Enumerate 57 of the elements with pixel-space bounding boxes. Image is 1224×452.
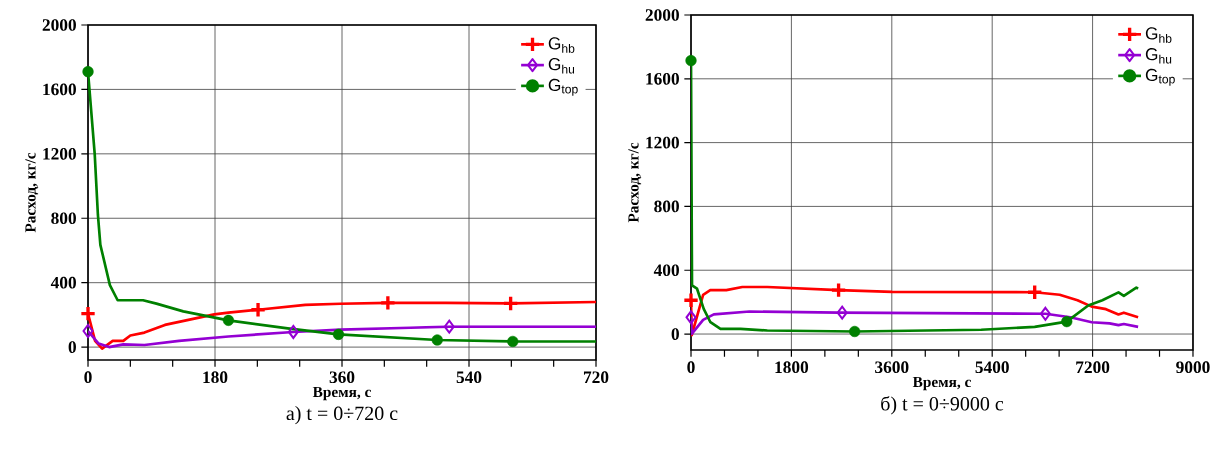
y-tick-label: 1600	[43, 83, 76, 96]
point	[332, 328, 345, 340]
text: а) t = 0÷720 с	[286, 406, 398, 425]
x-axis-title: Время, с	[312, 386, 371, 401]
legend-label: G$_{hb}$	[548, 37, 575, 53]
y-tick-label: 2000	[645, 9, 679, 21]
point	[685, 310, 697, 325]
point	[682, 291, 700, 309]
x-tick-label: 0	[687, 361, 695, 374]
x-tick-label: 9000	[1176, 361, 1210, 374]
legend-label: G$_{hu}$	[548, 58, 575, 74]
point	[1039, 306, 1051, 321]
x-tick-label: 3600	[875, 361, 909, 374]
x-tick-label: 1800	[775, 361, 809, 374]
x-tick-label: 5400	[975, 361, 1009, 374]
x-tick-label: 540	[456, 371, 482, 384]
point	[849, 325, 861, 338]
y-tick-label: 1600	[646, 72, 679, 85]
y-axis-title: Расход, кг/с	[25, 152, 39, 233]
y-tick-label: 400	[653, 264, 679, 277]
y-tick-label: 0	[671, 328, 679, 340]
point	[249, 301, 267, 319]
legend-label: G$_{top}$	[1145, 68, 1175, 86]
text: б) t = 0÷9000 с	[881, 396, 1004, 415]
point	[836, 305, 848, 320]
point	[431, 334, 443, 346]
y-tick-label: 1200	[43, 147, 76, 160]
y-tick-label: 0	[68, 341, 76, 353]
point	[82, 324, 94, 338]
point	[287, 324, 299, 339]
x-tick-label: 180	[203, 371, 228, 384]
y-axis-title: Расход, кг/с	[628, 142, 642, 223]
x-axis-title: Время, с	[912, 376, 971, 391]
x-tick-label: 720	[583, 371, 609, 384]
point	[1026, 283, 1044, 301]
x-tick-label: 7200	[1076, 361, 1110, 374]
x-tick-label: 0	[84, 371, 92, 384]
point	[379, 294, 397, 312]
point	[79, 305, 97, 322]
point	[830, 281, 847, 299]
y-tick-label: 400	[50, 276, 76, 289]
point	[502, 295, 519, 312]
point	[507, 335, 519, 348]
legend-label: G$_{hu}$	[1145, 48, 1172, 64]
legend-label: G$_{hb}$	[1145, 27, 1172, 43]
point	[222, 314, 235, 326]
y-tick-label: 800	[654, 200, 679, 213]
y-tick-label: 1200	[646, 136, 679, 149]
line-series	[691, 285, 1140, 337]
legend-label: G$_{top}$	[548, 78, 578, 96]
y-tick-label: 2000	[42, 19, 76, 31]
point	[82, 66, 94, 78]
point	[1061, 315, 1073, 328]
x-tick-label: 360	[329, 371, 355, 384]
point	[443, 319, 455, 334]
point	[685, 55, 697, 67]
y-tick-label: 800	[51, 212, 76, 225]
